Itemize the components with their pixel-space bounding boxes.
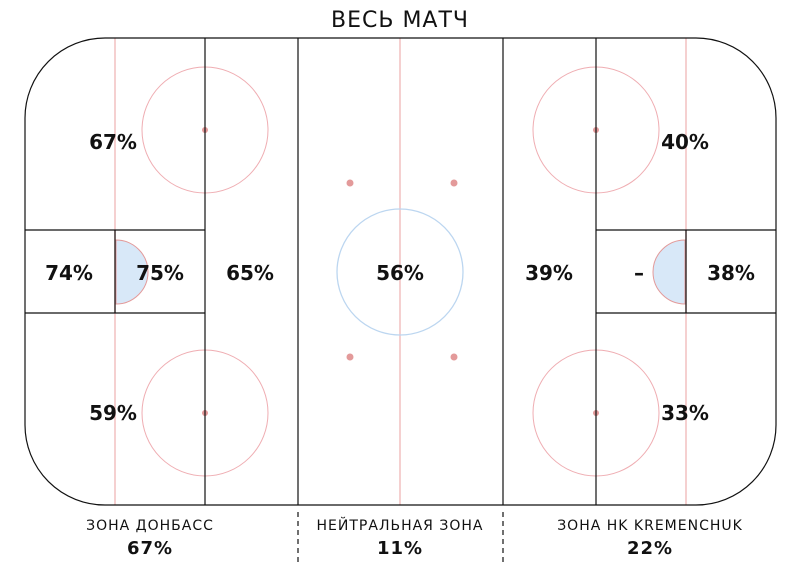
zone-value-donbass: 67% <box>127 538 173 559</box>
cell-right-top: 40% <box>661 130 709 154</box>
zone-label-kremenchuk: ЗОНА HK KREMENCHUK <box>557 518 743 534</box>
cell-left-top: 67% <box>89 130 137 154</box>
cell-left-slot: 65% <box>226 261 274 285</box>
cell-right-bottom: 33% <box>661 401 709 425</box>
center-faceoff-circle <box>336 208 464 336</box>
zone-label-donbass: ЗОНА ДОНБАСС <box>86 518 214 534</box>
cell-left-goal-outer: 74% <box>45 261 93 285</box>
cell-neutral-center: 56% <box>376 261 424 285</box>
zone-label-neutral: НЕЙТРАЛЬНАЯ ЗОНА <box>317 516 484 534</box>
neutral-faceoff-dot <box>450 179 458 187</box>
cell-left-goal-inner: 75% <box>136 261 184 285</box>
rink-boards <box>24 37 777 506</box>
neutral-faceoff-dot <box>450 353 458 361</box>
chart-title: ВЕСЬ МАТЧ <box>331 8 469 33</box>
neutral-faceoff-dot <box>346 179 354 187</box>
cell-right-slot: 39% <box>525 261 573 285</box>
right-goal-crease <box>652 239 686 305</box>
zone-value-neutral: 11% <box>377 538 423 559</box>
neutral-faceoff-dot <box>346 353 354 361</box>
cell-left-bottom: 59% <box>89 401 137 425</box>
zone-value-kremenchuk: 22% <box>627 538 673 559</box>
left-goal-crease <box>115 239 149 305</box>
cell-right-goal-outer: 38% <box>707 261 755 285</box>
cell-right-goal-inner: – <box>634 261 644 285</box>
